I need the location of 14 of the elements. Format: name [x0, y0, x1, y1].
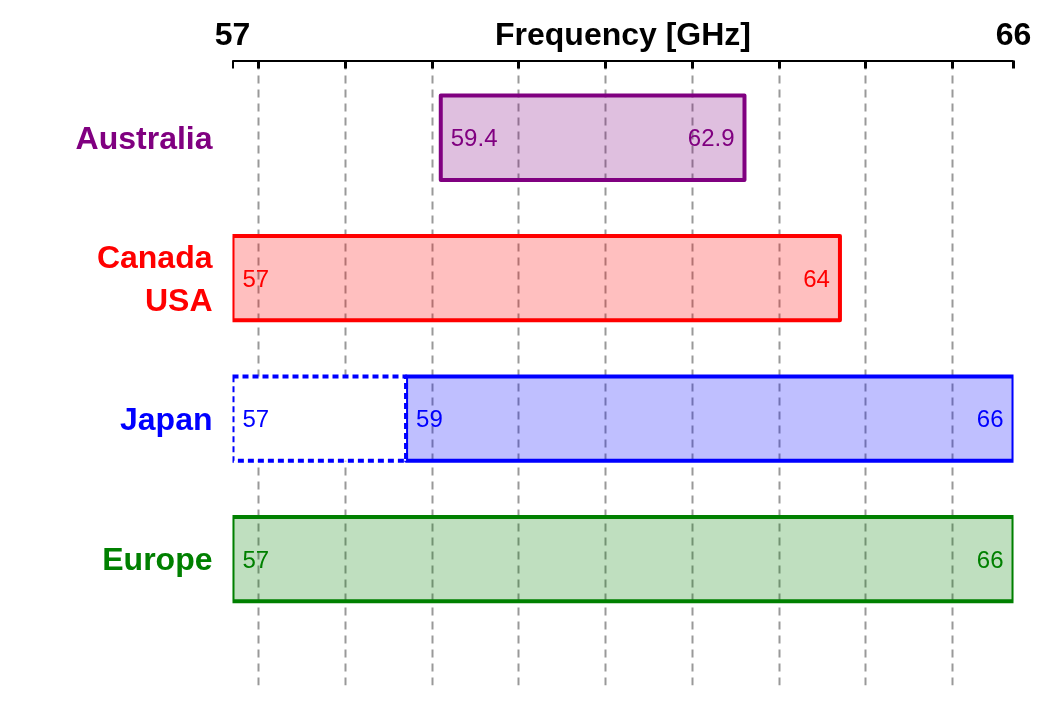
annotation: 62.9: [687, 124, 735, 152]
annotation: 66: [976, 545, 1004, 573]
x-axis-title: Frequency [GHz]: [494, 15, 752, 52]
annotation: 57: [242, 405, 270, 433]
y-tick-label: Australia: [75, 119, 213, 156]
annotation: 57: [242, 545, 270, 573]
annotation: 59.4: [450, 124, 498, 152]
annotation: 59: [416, 405, 443, 433]
y-tick-label: Europe: [102, 541, 213, 578]
annotation: 66: [976, 405, 1004, 433]
annotation: 57: [242, 264, 270, 292]
annotation: 64: [803, 264, 830, 292]
y-tick-label: Canada USA: [96, 238, 213, 318]
y-tick-label: Japan: [120, 400, 213, 437]
